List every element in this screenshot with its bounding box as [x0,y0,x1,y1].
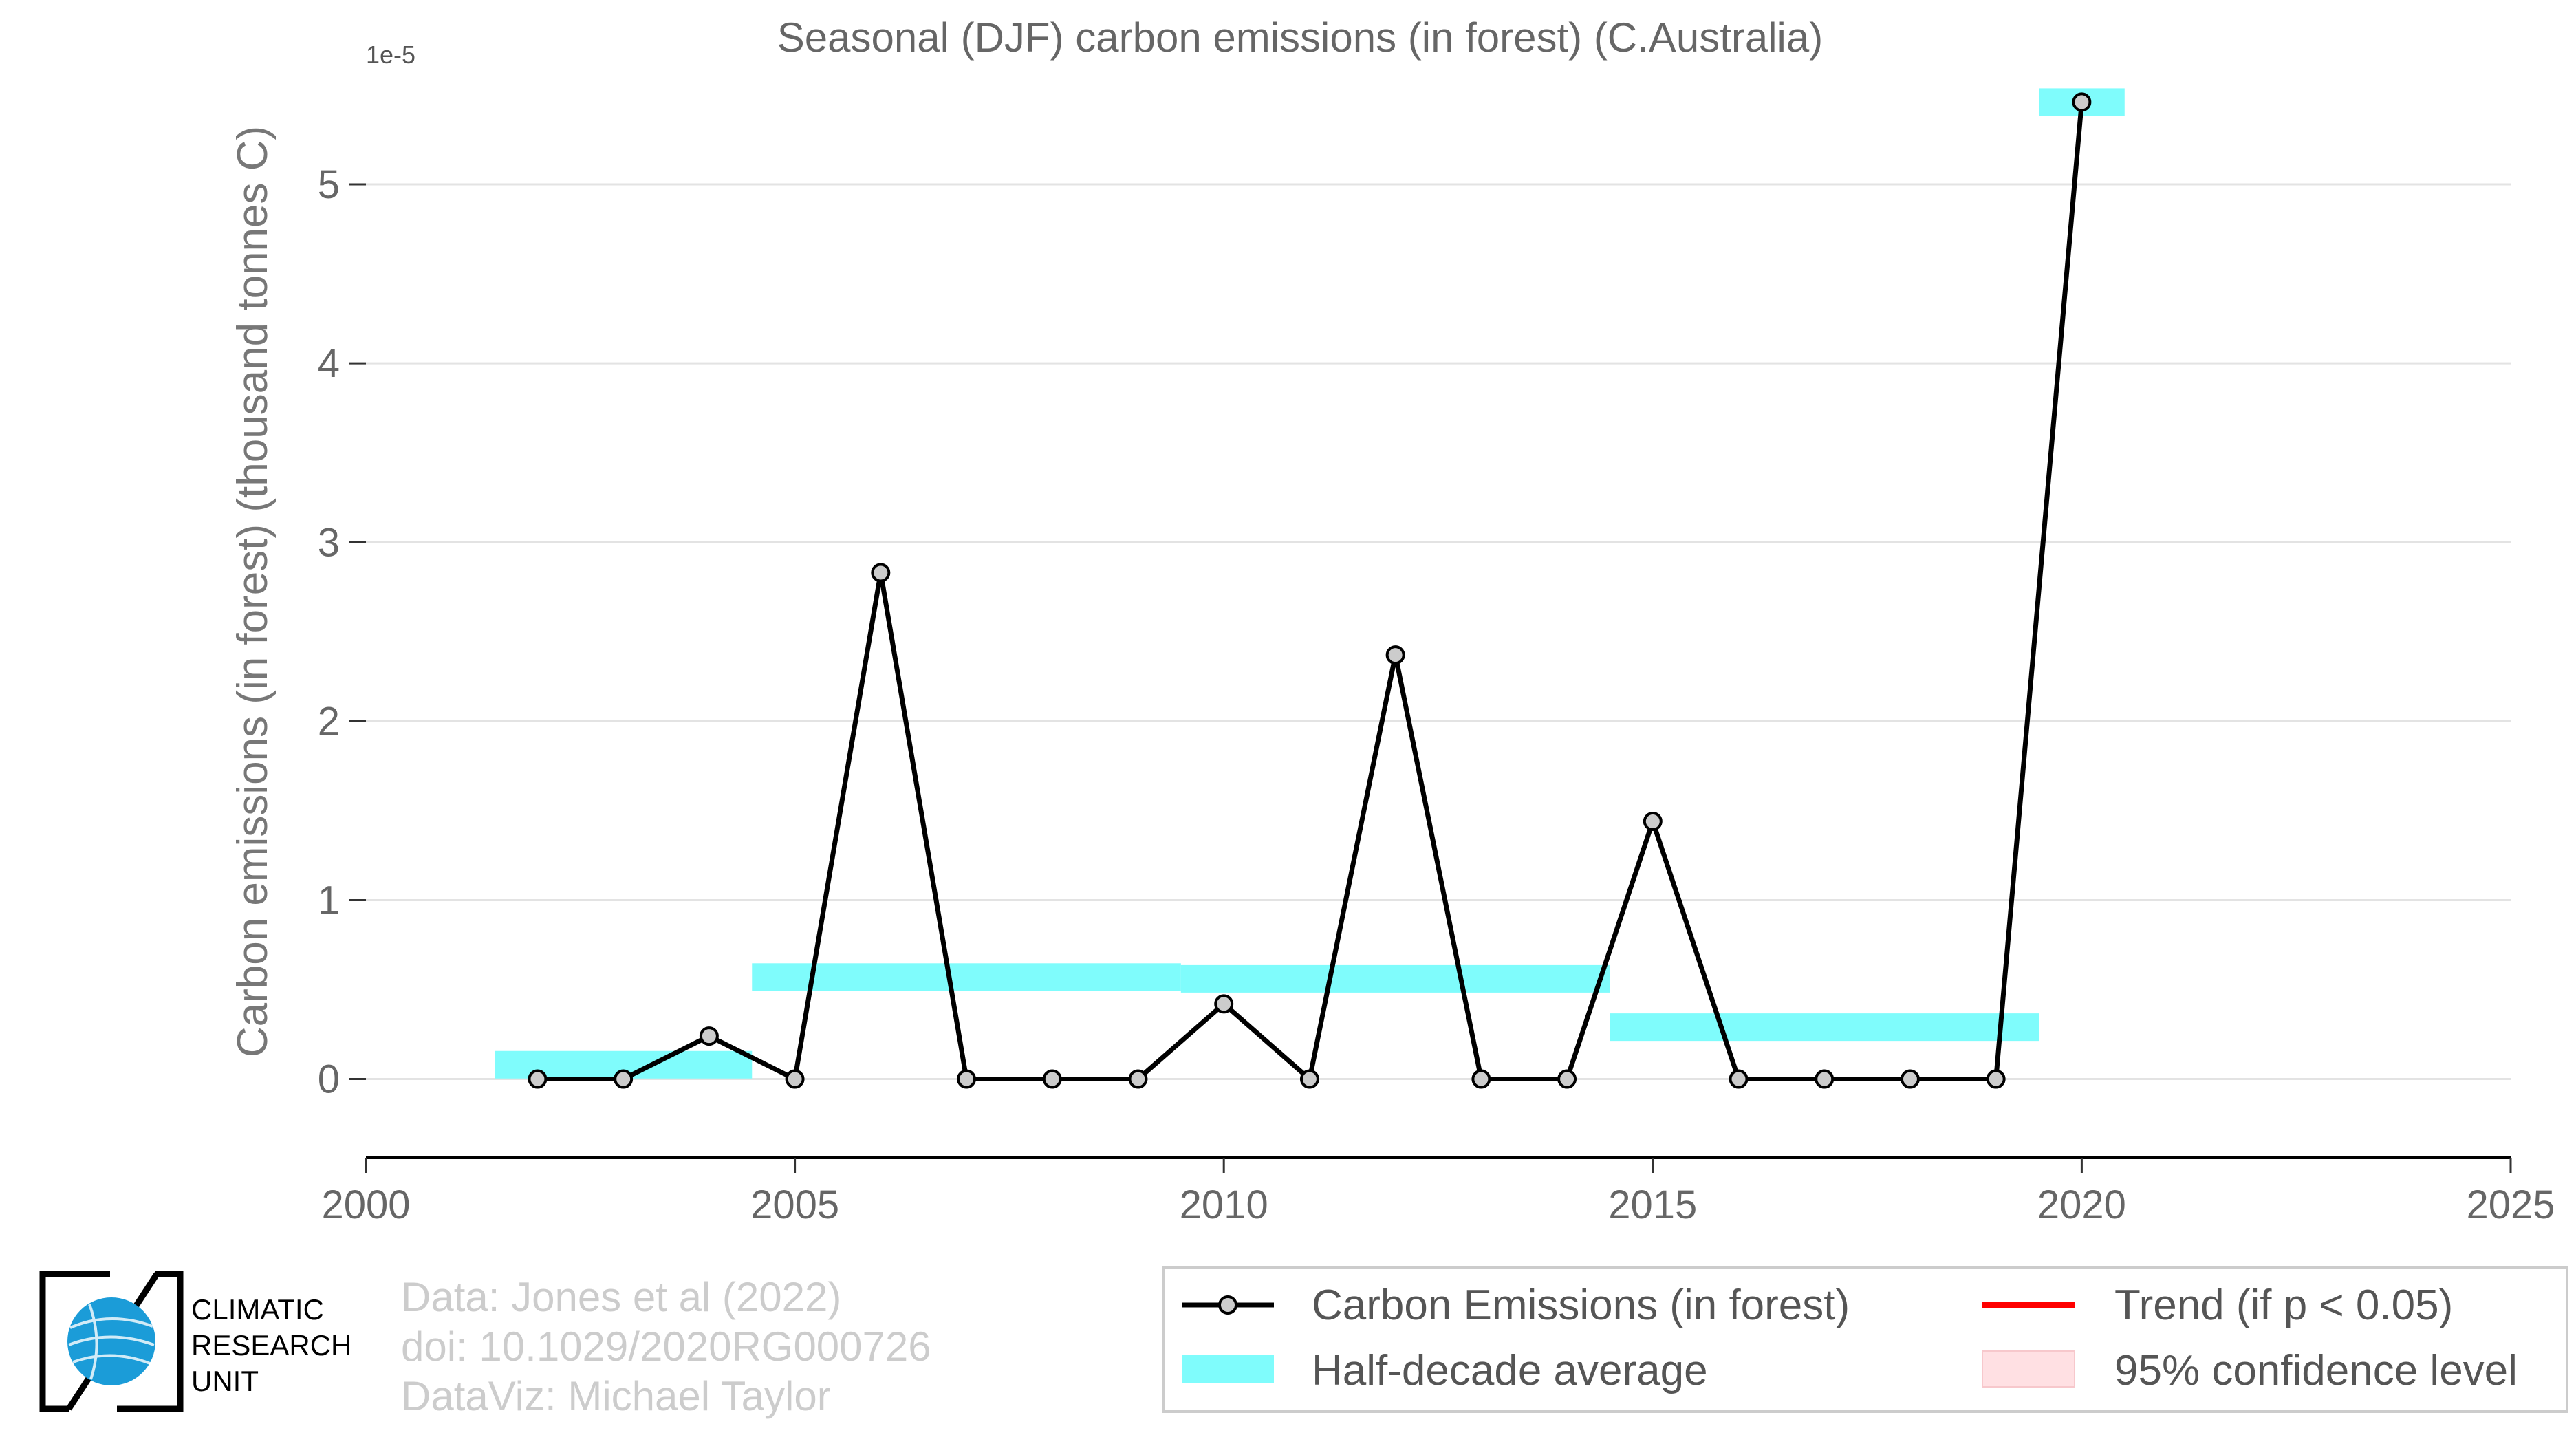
half-decade-average-bands [495,88,2125,1079]
emissions-point [2072,92,2092,112]
legend-label-trend: Trend (if p < 0.05) [2114,1282,2453,1329]
emissions-point [1815,1069,1834,1089]
emissions-point [699,1026,719,1046]
cru-logo: CLIMATIC RESEARCH UNIT [39,1271,351,1412]
emissions-point [1986,1069,2006,1089]
credit-line1: Data: Jones et al (2022) [401,1274,841,1320]
legend-label-confidence: 95% confidence level [2114,1347,2518,1394]
legend-label-half-decade: Half-decade average [1312,1347,1708,1394]
x-tick-label: 2015 [1608,1183,1697,1227]
emissions-point [1042,1069,1062,1089]
y-axis-label: Carbon emissions (in forest) (thousand t… [229,126,277,1057]
emissions-point [1299,1069,1319,1089]
emissions-point [528,1069,548,1089]
legend-frame [1162,1266,2568,1413]
emissions-point [1385,645,1405,665]
credit-line3: DataViz: Michael Taylor [401,1373,831,1419]
credit-line2: doi: 10.1029/2020RG000726 [401,1324,931,1370]
y-tick-label: 4 [318,341,340,386]
emissions-point [1900,1069,1920,1089]
emissions-point [1214,994,1234,1014]
legend-symbol-confidence [1982,1350,2075,1388]
x-tick-label: 2000 [321,1183,410,1227]
y-tick-label: 5 [318,162,340,207]
y-offset-label: 1e-5 [366,41,415,69]
globe-lines-icon [68,1304,155,1380]
logo-text-line3: UNIT [191,1365,259,1397]
y-tick-label: 2 [318,699,340,744]
gridlines [366,183,2511,1081]
emissions-point [1643,812,1663,832]
emissions-point [1729,1069,1749,1089]
emissions-point [614,1069,634,1089]
emissions-series [528,92,2092,1089]
emissions-point [1471,1069,1491,1089]
logo-text-line1: CLIMATIC [191,1293,324,1326]
y-tick-label: 0 [318,1057,340,1102]
legend-symbol-emissions-marker [1218,1295,1237,1315]
emissions-point [1557,1069,1577,1089]
y-tick-label: 3 [318,520,340,565]
half-decade-average-band [752,963,1181,991]
x-tick-label: 2005 [750,1183,839,1227]
x-tick-label: 2020 [2037,1183,2126,1227]
logo-bracket-right-icon [117,1271,184,1412]
emissions-point [957,1069,977,1089]
emissions-point [1128,1069,1148,1089]
emissions-point [785,1069,805,1089]
legend-label-emissions: Carbon Emissions (in forest) [1312,1282,1850,1329]
emissions-point [871,563,891,583]
x-tick-label: 2010 [1180,1183,1268,1227]
logo-text-line2: RESEARCH [191,1329,351,1361]
y-tick-label: 1 [318,878,340,922]
chart-title: Seasonal (DJF) carbon emissions (in fore… [777,14,1823,61]
y-tick-labels: 0 1 2 3 4 5 [318,162,366,1102]
half-decade-average-band [1610,1013,2039,1042]
half-decade-average-band [1180,964,1610,993]
legend: Carbon Emissions (in forest) Trend (if p… [1162,1266,2568,1413]
legend-symbol-half-decade [1182,1355,1274,1383]
x-tick-label: 2025 [2466,1183,2555,1227]
x-tick-labels: 2000 2005 2010 2015 2020 2025 [321,1156,2555,1227]
logo-bracket-left-icon [39,1271,110,1412]
